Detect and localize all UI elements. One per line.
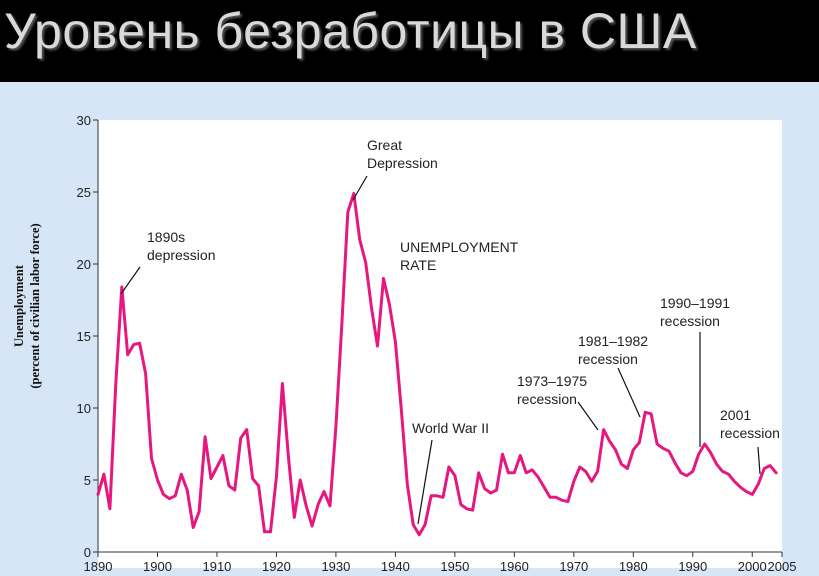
axes: 0 5 10 15 20 25 30 1890 1900 1910 1920 1930 1940 1950… [77,113,797,574]
annotation-leader-line [577,401,599,431]
series-group [96,191,778,537]
annotation-label-line: UNEMPLOYMENT [400,239,519,255]
x-tick-label: 1970 [559,559,588,574]
annotation-label-line: Depression [367,155,438,171]
unemployment-chart: 0 5 10 15 20 25 30 1890 1900 1910 1920 1930 1940 1950… [12,113,797,574]
annotation-label-line: recession [578,351,638,367]
annotation-leader-line [617,367,641,418]
annotation-leader-line [757,446,761,475]
annotation-label-line: 1990–1991 [660,295,730,311]
plot-area [98,120,782,568]
annotation-label: 2001 recession [720,407,780,441]
annotation-label-line: RATE [400,257,436,273]
y-tick-label: 5 [84,473,91,488]
x-tick-label: 1990 [678,559,707,574]
annotation-label-line: Great [367,137,402,153]
y-axis-label-line1: Unemployment [12,264,26,347]
annotation-leader-line [417,439,433,525]
y-tick-label: 15 [77,329,91,344]
slide-title-bar: Уровень безработицы в США [0,0,819,80]
x-tick-label: 1950 [440,559,469,574]
annotation-label-line: 1973–1975 [517,373,587,389]
x-tick-label: 1980 [619,559,648,574]
annotation-label-line: 2001 [720,407,751,423]
annotation-label: 1890s depression [147,229,216,263]
x-tick-label: 1940 [381,559,410,574]
y-tick-label: 10 [77,401,91,416]
x-tick-label: 1960 [500,559,529,574]
y-axis-label-line2: (percent of civilian labor force) [28,223,42,388]
y-tick-label: 30 [77,113,91,128]
annotation-label-line: depression [147,247,216,263]
annotations: 1890s depression Great Depression UNEMPLOYME… [120,137,780,525]
annotation-label: Great Depression [367,137,438,171]
x-tick-label: 1930 [321,559,350,574]
y-axis-label: Unemployment (percent of civilian labor f… [12,223,42,388]
x-tick-label: 1900 [143,559,172,574]
annotation-label-line: 1981–1982 [578,333,648,349]
slide-title: Уровень безработицы в США [4,3,697,59]
y-tick-label: 0 [84,545,91,560]
annotation-label: 1990–1991 recession [660,295,730,329]
x-tick-label: 1910 [202,559,231,574]
annotation-label-line: recession [660,313,720,329]
annotation-leader-line [120,266,141,295]
annotation-label-line: World War II [412,420,489,436]
series-line-unemployment [96,191,778,537]
y-tick-label: 20 [77,257,91,272]
x-tick-label: 1890 [84,559,113,574]
annotation-label: 1973–1975 recession [517,373,587,407]
annotation-leader-line [352,175,368,201]
annotation-label-line: 1890s [147,229,185,245]
x-tick-label: 1920 [262,559,291,574]
annotation-label: UNEMPLOYMENT RATE [400,239,519,273]
annotation-label-line: recession [720,425,780,441]
x-tick-label: 2000 [738,559,767,574]
annotation-label-line: recession [517,391,577,407]
y-tick-label: 25 [77,185,91,200]
annotation-label: World War II [412,420,489,436]
x-tick-label: 2005 [768,559,797,574]
annotation-label: 1981–1982 recession [578,333,648,367]
